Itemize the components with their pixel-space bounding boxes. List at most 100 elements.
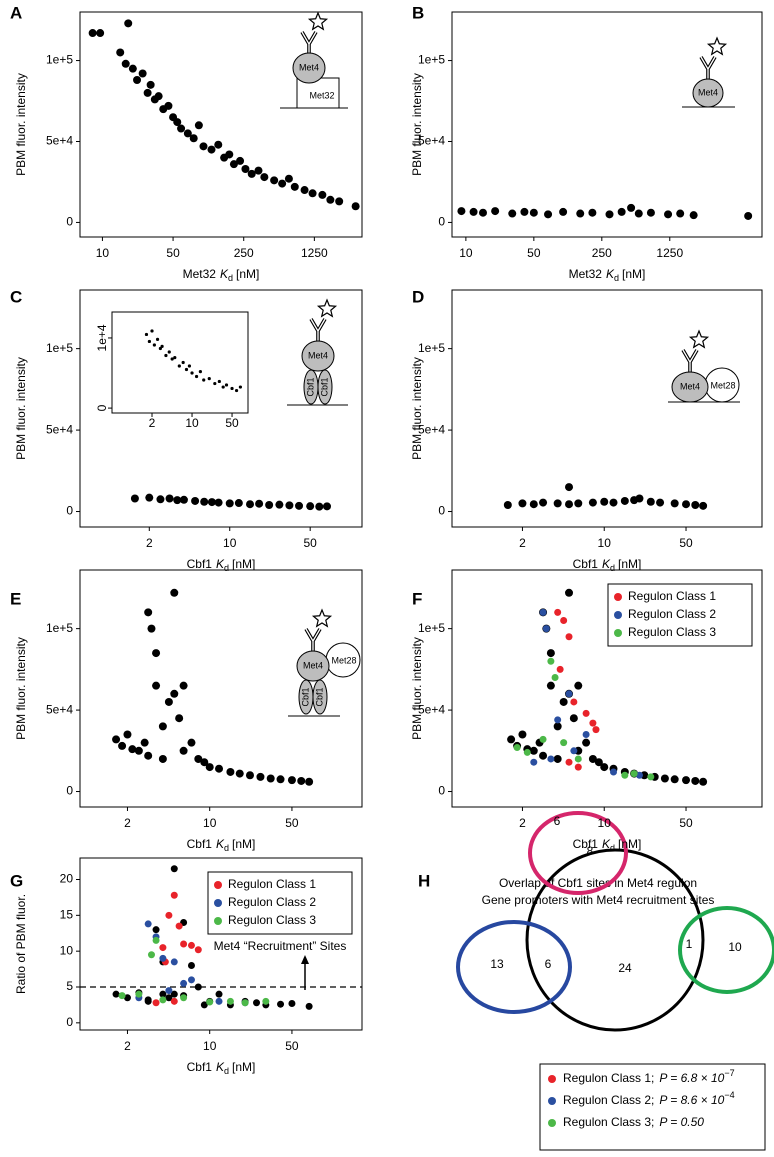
point (660, 774, 669, 783)
x-axis-label-part: K (216, 837, 225, 851)
x-tick-label: 10 (598, 536, 612, 550)
x-axis-label-part: d (224, 1066, 229, 1076)
point (297, 776, 306, 785)
point (194, 121, 203, 130)
x-tick-label: 10 (223, 536, 237, 550)
protein-label: Met28 (331, 655, 356, 665)
venn-count: 6 (554, 814, 561, 828)
point (457, 207, 466, 216)
point (546, 681, 555, 690)
met4 (296, 650, 330, 682)
inset-point (150, 329, 154, 333)
legend-box (607, 583, 753, 647)
point (214, 140, 223, 149)
point (189, 134, 198, 143)
point (682, 500, 691, 509)
point (158, 754, 167, 763)
panel-letter: C (10, 287, 22, 306)
point (173, 118, 182, 127)
schematic-d: Met28 Met4 (668, 329, 740, 403)
x-tick-label: 50 (285, 1039, 299, 1053)
x-tick-label: 10 (96, 246, 110, 260)
x-axis-label-part: [nM] (618, 557, 641, 571)
y-tick-label: 0 (66, 215, 73, 229)
point (529, 500, 538, 509)
y-tick-label: 1e+5 (46, 621, 73, 635)
point (574, 681, 583, 690)
point (147, 951, 155, 959)
x-tick-label: 2 (124, 1039, 131, 1053)
point (159, 996, 167, 1004)
point (194, 754, 203, 763)
inset-point (187, 364, 192, 368)
point (241, 165, 250, 174)
x-tick-label: 250 (592, 246, 612, 260)
point (539, 608, 547, 616)
point (215, 990, 223, 998)
y-tick-label: 0 (66, 504, 73, 518)
point (520, 207, 529, 216)
point (670, 499, 679, 508)
point (546, 649, 555, 658)
met4 (692, 78, 724, 108)
point (225, 499, 234, 508)
legend-name: Regulon Class 3; (563, 1115, 654, 1129)
point (275, 500, 284, 509)
x-axis-label-part: Met32 (183, 267, 217, 281)
point (518, 730, 527, 739)
x-axis-label-part: [nM] (232, 557, 255, 571)
point (559, 207, 568, 216)
point (118, 992, 126, 1000)
point (547, 657, 555, 665)
met4 (671, 371, 709, 403)
point (469, 207, 478, 216)
point (265, 501, 274, 510)
x-axis-label-part: K (220, 267, 229, 281)
point (170, 588, 179, 597)
point (200, 758, 209, 767)
point (529, 208, 538, 217)
point (318, 190, 327, 199)
point (646, 497, 655, 506)
point (124, 19, 133, 28)
panel-letter: F (412, 589, 422, 608)
venn-circle (678, 906, 774, 994)
x-tick-label: 10 (459, 246, 473, 260)
y-tick-label: 5e+4 (418, 702, 445, 716)
point (200, 1001, 208, 1009)
plot-frame (79, 857, 363, 1031)
point (158, 722, 167, 731)
legend-swatch (548, 1097, 556, 1105)
point (170, 990, 178, 998)
point (173, 496, 182, 505)
point (570, 747, 578, 755)
x-axis-label-part: d (224, 563, 229, 573)
point (226, 767, 235, 776)
point (306, 502, 315, 511)
point (128, 64, 137, 73)
point (635, 494, 644, 503)
x-tick-label: 1250 (301, 246, 328, 260)
x-axis-label: Met32 Kd [nM] (569, 267, 646, 283)
point (305, 777, 314, 786)
point (565, 758, 573, 766)
point (152, 999, 160, 1007)
point (478, 208, 487, 217)
plot-frame (79, 289, 363, 528)
p-exponent: −7 (724, 1068, 734, 1078)
point (194, 983, 202, 991)
inset-point (217, 379, 221, 384)
point (123, 730, 132, 739)
point (165, 911, 173, 919)
y-tick-label: 1e+5 (46, 53, 73, 67)
point (518, 499, 527, 508)
point (551, 674, 559, 682)
inset-point (213, 381, 217, 386)
plot-frame (451, 289, 763, 528)
protein-label: Cbf1 (305, 377, 315, 396)
point (288, 999, 296, 1007)
legend-swatch (548, 1075, 556, 1083)
y-axis-label: PBM fluor. intensity (410, 637, 424, 740)
x-axis-label-part: d (614, 273, 619, 283)
point (605, 210, 614, 219)
